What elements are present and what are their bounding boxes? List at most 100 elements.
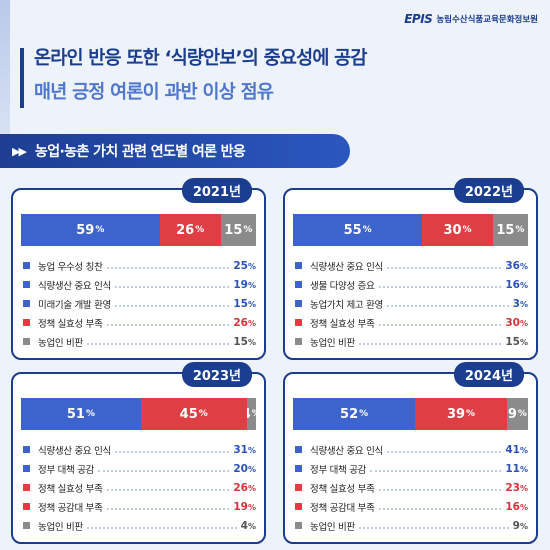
item-label: 정책 실효성 부족 [38,318,103,330]
percent-sign: % [247,502,256,512]
item-value: 20% [233,463,256,475]
page-title: 온라인 반응 또한 ‘식량안보’의 중요성에 공감 [34,48,367,69]
segment-value: 26 [176,222,195,238]
item-value: 9% [513,520,528,532]
item-value-number: 16 [505,500,520,513]
percent-sign: % [519,483,528,493]
item-value-number: 36 [505,259,520,272]
list-item: 정책 실효성 부족 30% [295,313,528,332]
breakdown-list: 식량생산 중요 인식 31% 정부 대책 공감 20% 정책 실효성 부족 26% 정책 공… [23,440,256,535]
segment-value: 30 [443,222,462,238]
breakdown-list: 식량생산 중요 인식 36% 생물 다양성 증요 16% 농업가치 제고 환영 3% 정책 … [295,256,528,351]
legend-swatch [23,503,30,510]
item-value: 26% [233,317,256,329]
legend-swatch [295,262,302,269]
item-value: 19% [233,279,256,291]
list-item: 식량생산 중요 인식 41% [295,440,528,459]
bar-segment-negative: 39% [415,398,507,430]
legend-swatch [23,484,30,491]
title-block: 온라인 반응 또한 ‘식량안보’의 중요성에 공감 매년 긍정 여론이 과반 이… [20,44,540,108]
percent-sign: % [195,225,205,235]
year-tab: 2024년 [453,362,524,387]
item-label: 농업인 비판 [310,521,355,533]
list-item: 정부 대책 공감 11% [295,459,528,478]
percent-sign: % [247,483,256,493]
legend-swatch [295,503,302,510]
dotted-leader [378,507,502,510]
bar-segment-neutral: 4% [246,398,256,430]
title-accent-bar [20,48,24,108]
item-label: 농업인 비판 [310,337,355,349]
list-item: 정책 공감대 부족 16% [295,497,528,516]
percent-sign: % [95,225,105,235]
section-title: 농업·농촌 가치 관련 연도별 여론 반응 [34,144,246,160]
dotted-leader [98,469,230,472]
item-value: 11% [505,463,528,475]
item-value-number: 15 [505,335,520,348]
dotted-leader [86,526,237,529]
item-label: 농업인 비판 [38,337,83,349]
logo-org-name: 농림수산식품교육문화정보원 [436,15,538,25]
item-value: 26% [233,482,256,494]
stacked-bar: 51%45%4% [21,398,256,430]
item-value-number: 16 [505,278,520,291]
item-label: 농업가치 제고 환영 [310,299,383,311]
item-label: 미래기술 개발 환영 [38,299,111,311]
list-item: 정책 실효성 부족 23% [295,478,528,497]
list-item: 농업가치 제고 환영 3% [295,294,528,313]
list-item: 정책 실효성 부족 26% [23,313,256,332]
segment-value: 9 [507,406,517,422]
legend-swatch [23,338,30,345]
list-item: 농업인 비판 15% [295,332,528,351]
item-label: 농업 우수성 칭찬 [38,261,103,273]
legend-swatch [295,319,302,326]
percent-sign: % [519,261,528,271]
list-item: 식량생산 중요 인식 36% [295,256,528,275]
item-value-number: 9 [512,519,520,532]
percent-sign: % [85,409,95,419]
item-value-number: 3 [512,297,520,310]
section-header: ▶▶ 농업·농촌 가치 관련 연도별 여론 반응 [0,134,350,168]
item-value: 15% [233,336,256,348]
item-value-number: 31 [233,443,248,456]
bar-segment-positive: 52% [293,398,416,430]
legend-swatch [295,522,302,529]
percent-sign: % [247,318,256,328]
item-label: 정부 대책 공감 [310,464,367,476]
dotted-leader [114,285,230,288]
item-value: 4% [241,520,256,532]
percent-sign: % [252,409,256,419]
dotted-leader [386,266,502,269]
bar-segment-positive: 59% [21,214,160,246]
percent-sign: % [198,409,208,419]
item-value-number: 23 [505,481,520,494]
item-value-number: 4 [240,519,248,532]
percent-sign: % [519,318,528,328]
item-value-number: 26 [233,316,248,329]
year-tab: 2022년 [453,178,524,203]
list-item: 식량생산 중요 인식 19% [23,275,256,294]
legend-swatch [23,446,30,453]
dotted-leader [378,285,502,288]
segment-value: 4 [247,407,251,422]
percent-sign: % [517,409,527,419]
legend-swatch [295,281,302,288]
item-label: 식량생산 중요 인식 [38,445,111,457]
bar-segment-negative: 45% [140,398,247,430]
item-value: 15% [505,336,528,348]
percent-sign: % [519,280,528,290]
legend-swatch [295,338,302,345]
item-value-number: 26 [233,481,248,494]
percent-sign: % [247,280,256,290]
panel-2022: 2022년 55% 30% 15% 식량생산 중요 인식 36% 생물 다양성 증요 16… [283,178,538,360]
item-label: 식량생산 중요 인식 [38,280,111,292]
dotted-leader [358,342,502,345]
dotted-leader [106,488,230,491]
bar-segment-neutral: 9% [506,398,528,430]
item-label: 정책 실효성 부족 [38,483,103,495]
item-label: 생물 다양성 증요 [310,280,375,292]
panel-2021: 2021년 59% 26% 15% 농업 우수성 칭찬 25% 식량생산 중요 인식 19… [11,178,266,360]
item-value-number: 41 [505,443,520,456]
bar-segment-neutral: 15% [492,214,528,246]
item-label: 정책 공감대 부족 [38,502,103,514]
